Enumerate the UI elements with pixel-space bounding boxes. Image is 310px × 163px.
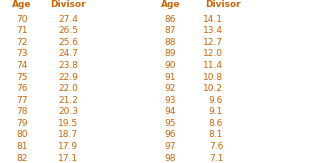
Text: 97: 97 (165, 142, 176, 151)
Text: 17.1: 17.1 (58, 154, 78, 163)
Text: 8.6: 8.6 (209, 119, 223, 128)
Text: 12.0: 12.0 (203, 49, 223, 58)
Text: 11.4: 11.4 (203, 61, 223, 70)
Text: 90: 90 (165, 61, 176, 70)
Text: 8.1: 8.1 (209, 130, 223, 139)
Text: Age: Age (12, 0, 31, 9)
Text: Divisor: Divisor (206, 0, 241, 9)
Text: 7.1: 7.1 (209, 154, 223, 163)
Text: 91: 91 (165, 73, 176, 82)
Text: 10.8: 10.8 (203, 73, 223, 82)
Text: 9.1: 9.1 (209, 107, 223, 116)
Text: 27.4: 27.4 (58, 15, 78, 24)
Text: 23.8: 23.8 (58, 61, 78, 70)
Text: 77: 77 (16, 96, 28, 105)
Text: 26.5: 26.5 (58, 26, 78, 35)
Text: 94: 94 (165, 107, 176, 116)
Text: 88: 88 (165, 38, 176, 47)
Text: 74: 74 (16, 61, 27, 70)
Text: 92: 92 (165, 84, 176, 93)
Text: 19.5: 19.5 (58, 119, 78, 128)
Text: 98: 98 (165, 154, 176, 163)
Text: 73: 73 (16, 49, 28, 58)
Text: 25.6: 25.6 (58, 38, 78, 47)
Text: 13.4: 13.4 (203, 26, 223, 35)
Text: 75: 75 (16, 73, 28, 82)
Text: 14.1: 14.1 (203, 15, 223, 24)
Text: 76: 76 (16, 84, 28, 93)
Text: 86: 86 (165, 15, 176, 24)
Text: 80: 80 (16, 130, 28, 139)
Text: 89: 89 (165, 49, 176, 58)
Text: 9.6: 9.6 (209, 96, 223, 105)
Text: 87: 87 (165, 26, 176, 35)
Text: 24.7: 24.7 (58, 49, 78, 58)
Text: 78: 78 (16, 107, 28, 116)
Text: 93: 93 (165, 96, 176, 105)
Text: 22.9: 22.9 (58, 73, 78, 82)
Text: 72: 72 (16, 38, 27, 47)
Text: 10.2: 10.2 (203, 84, 223, 93)
Text: 71: 71 (16, 26, 28, 35)
Text: 12.7: 12.7 (203, 38, 223, 47)
Text: 79: 79 (16, 119, 28, 128)
Text: 95: 95 (165, 119, 176, 128)
Text: 22.0: 22.0 (58, 84, 78, 93)
Text: 17.9: 17.9 (58, 142, 78, 151)
Text: 21.2: 21.2 (58, 96, 78, 105)
Text: 7.6: 7.6 (209, 142, 223, 151)
Text: 96: 96 (165, 130, 176, 139)
Text: Age: Age (161, 0, 180, 9)
Text: 20.3: 20.3 (58, 107, 78, 116)
Text: 82: 82 (16, 154, 27, 163)
Text: 81: 81 (16, 142, 28, 151)
Text: Divisor: Divisor (51, 0, 86, 9)
Text: 18.7: 18.7 (58, 130, 78, 139)
Text: 70: 70 (16, 15, 28, 24)
